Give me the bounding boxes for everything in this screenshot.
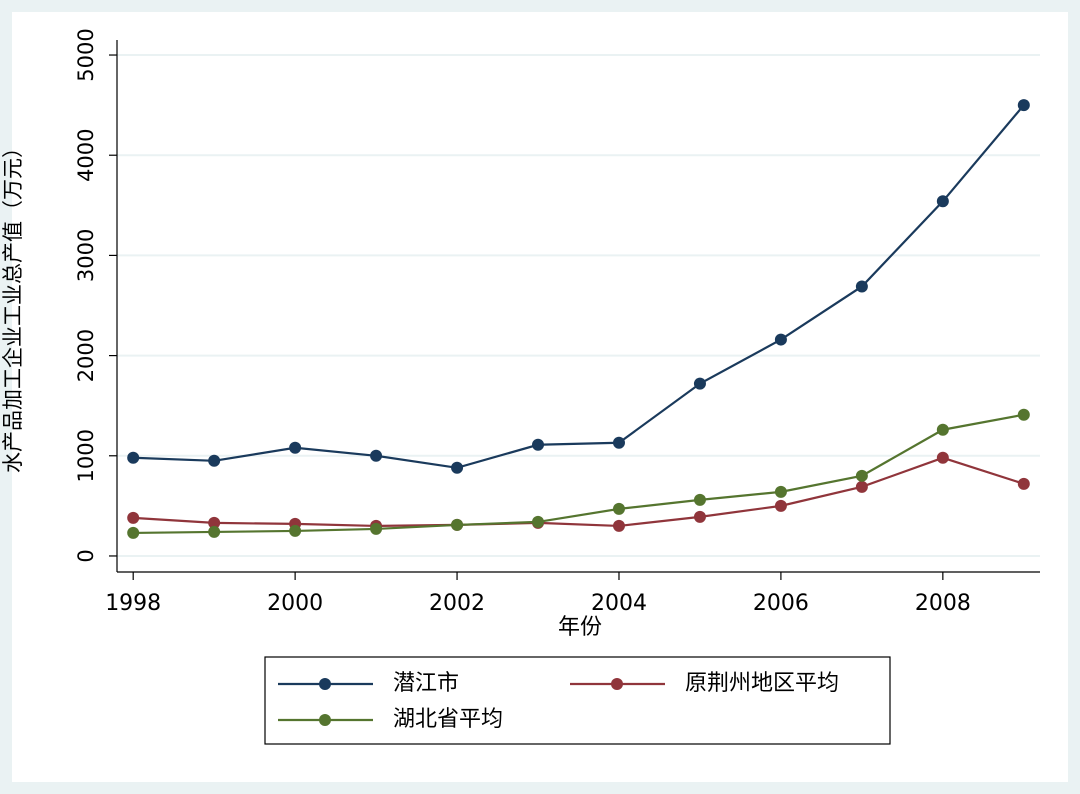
data-point xyxy=(693,377,706,390)
data-point xyxy=(289,524,302,537)
data-point xyxy=(936,423,949,436)
data-point xyxy=(774,485,787,498)
y-tick-label: 2000 xyxy=(74,329,98,382)
series-line xyxy=(133,456,1025,528)
data-point xyxy=(936,451,949,464)
legend-marker xyxy=(611,678,623,690)
data-point xyxy=(1017,408,1030,421)
data-point xyxy=(127,511,140,524)
legend-label: 潜江市 xyxy=(393,671,459,696)
data-point xyxy=(208,454,221,467)
data-point xyxy=(127,526,140,539)
series-line xyxy=(133,413,1025,535)
legend-marker xyxy=(319,678,331,690)
data-point xyxy=(855,469,868,482)
x-tick-label: 2004 xyxy=(591,591,647,616)
x-tick-label: 2000 xyxy=(267,591,323,616)
x-axis-title: 年份 xyxy=(558,615,602,640)
data-point xyxy=(127,451,140,464)
data-point xyxy=(451,461,464,474)
x-tick-label: 2008 xyxy=(915,591,971,616)
data-point xyxy=(1017,99,1030,112)
data-point xyxy=(693,493,706,506)
data-point xyxy=(612,502,625,515)
graph-region xyxy=(12,12,1068,782)
data-point xyxy=(612,436,625,449)
data-point xyxy=(774,333,787,346)
data-point xyxy=(532,438,545,451)
data-point xyxy=(370,522,383,535)
y-tick-label: 4000 xyxy=(74,128,98,181)
data-point xyxy=(451,518,464,531)
data-point xyxy=(370,449,383,462)
data-point xyxy=(208,525,221,538)
data-point xyxy=(1017,477,1030,490)
data-point xyxy=(693,510,706,523)
data-point xyxy=(612,519,625,532)
data-point xyxy=(774,499,787,512)
legend-label: 原荆州地区平均 xyxy=(685,671,839,696)
y-tick-label: 1000 xyxy=(74,429,98,482)
data-point xyxy=(532,515,545,528)
data-point xyxy=(289,441,302,454)
data-point xyxy=(855,480,868,493)
data-point xyxy=(208,516,221,529)
y-tick-label: 3000 xyxy=(74,229,98,282)
series-line xyxy=(133,104,1025,469)
data-point xyxy=(936,195,949,208)
y-axis-title: 水产品加工企业工业总产值（万元） xyxy=(1,137,25,473)
y-tick-label: 0 xyxy=(74,549,98,562)
data-point xyxy=(855,280,868,293)
legend-marker xyxy=(319,714,331,726)
legend-label: 湖北省平均 xyxy=(393,707,503,732)
legend-box xyxy=(264,656,891,745)
x-tick-label: 2002 xyxy=(429,591,485,616)
x-tick-label: 1998 xyxy=(105,591,161,616)
y-tick-label: 5000 xyxy=(74,28,98,81)
x-tick-label: 2006 xyxy=(753,591,809,616)
